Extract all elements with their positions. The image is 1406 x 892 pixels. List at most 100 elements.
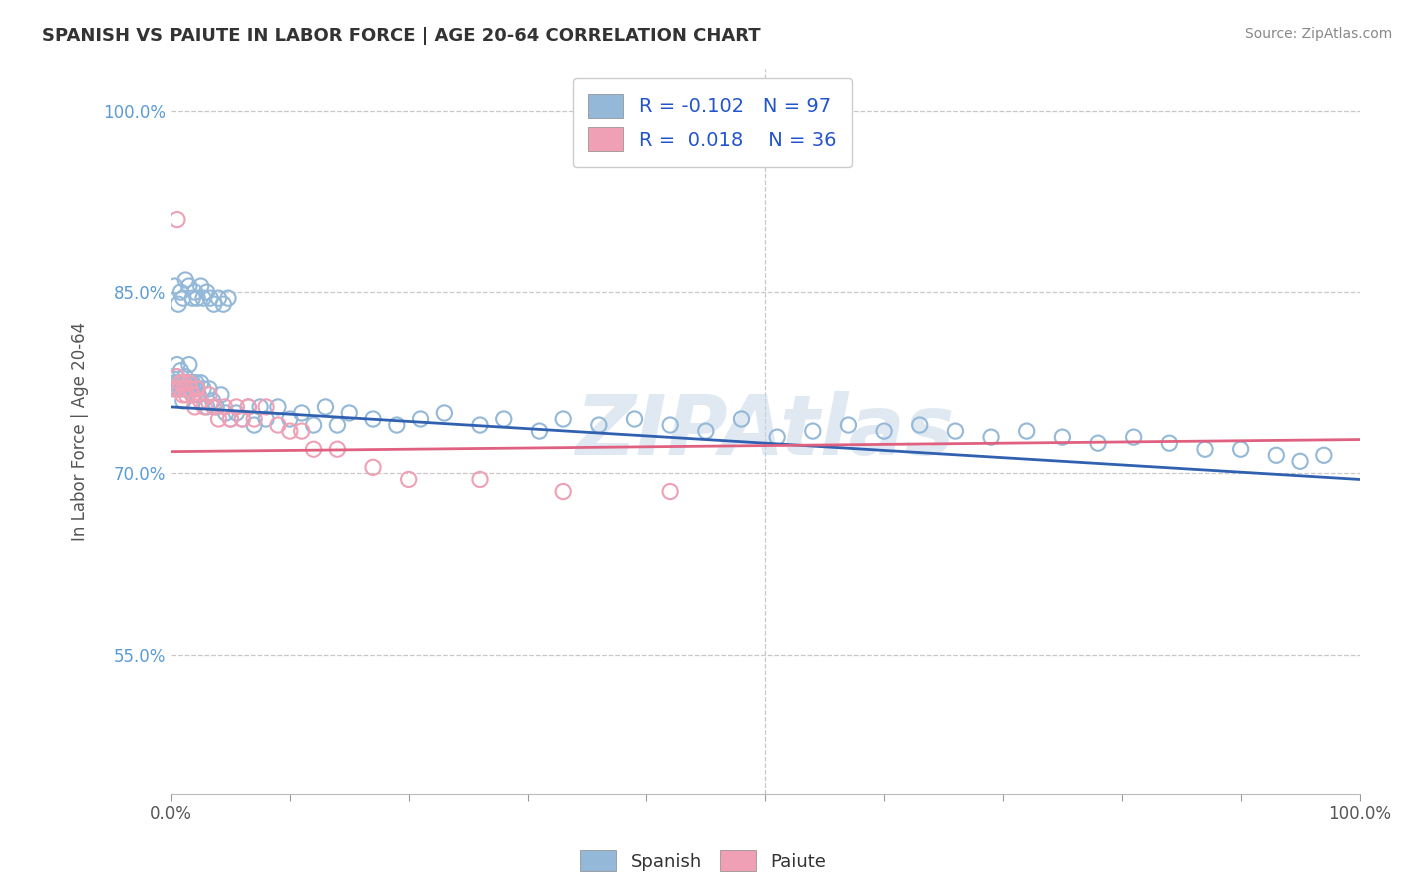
Spanish [730, 412, 752, 426]
Paiute [219, 412, 242, 426]
Text: Source: ZipAtlas.com: Source: ZipAtlas.com [1244, 27, 1392, 41]
Spanish [169, 382, 191, 396]
Spanish [186, 291, 208, 305]
Spanish [195, 285, 218, 299]
Paiute [169, 382, 191, 396]
Spanish [174, 376, 197, 390]
Spanish [169, 285, 191, 299]
Spanish [170, 382, 193, 396]
Legend: Spanish, Paiute: Spanish, Paiute [572, 843, 834, 879]
Paiute [166, 369, 188, 384]
Spanish [180, 382, 202, 396]
Spanish [337, 406, 360, 420]
Spanish [1289, 454, 1312, 468]
Paiute [163, 382, 186, 396]
Spanish [219, 412, 242, 426]
Paiute [659, 484, 682, 499]
Paiute [190, 393, 212, 408]
Spanish [167, 297, 190, 311]
Spanish [1194, 442, 1216, 457]
Spanish [249, 400, 271, 414]
Spanish [173, 382, 195, 396]
Spanish [302, 418, 325, 433]
Spanish [1052, 430, 1074, 444]
Spanish [162, 382, 184, 396]
Spanish [177, 279, 200, 293]
Spanish [165, 369, 187, 384]
Spanish [1313, 448, 1336, 462]
Paiute [267, 418, 290, 433]
Spanish [177, 382, 200, 396]
Spanish [217, 291, 239, 305]
Spanish [588, 418, 610, 433]
Spanish [202, 297, 225, 311]
Spanish [837, 418, 859, 433]
Spanish [184, 382, 207, 396]
Spanish [1122, 430, 1144, 444]
Paiute [169, 376, 191, 390]
Spanish [205, 400, 228, 414]
Paiute [231, 412, 253, 426]
Spanish [190, 279, 212, 293]
Spanish [267, 400, 290, 414]
Spanish [169, 364, 191, 378]
Spanish [1087, 436, 1109, 450]
Spanish [291, 406, 314, 420]
Spanish [766, 430, 789, 444]
Spanish [169, 376, 191, 390]
Spanish [945, 424, 967, 438]
Spanish [529, 424, 551, 438]
Spanish [201, 393, 224, 408]
Paiute [225, 400, 247, 414]
Paiute [166, 212, 188, 227]
Paiute [398, 472, 420, 486]
Spanish [254, 412, 277, 426]
Spanish [176, 382, 198, 396]
Spanish [191, 382, 214, 396]
Spanish [1265, 448, 1288, 462]
Spanish [214, 406, 236, 420]
Spanish [873, 424, 896, 438]
Spanish [212, 297, 235, 311]
Paiute [278, 424, 301, 438]
Spanish [1229, 442, 1251, 457]
Spanish [231, 412, 253, 426]
Spanish [315, 400, 337, 414]
Spanish [163, 376, 186, 390]
Paiute [243, 412, 266, 426]
Paiute [361, 460, 384, 475]
Paiute [198, 388, 221, 402]
Spanish [1015, 424, 1038, 438]
Spanish [163, 279, 186, 293]
Spanish [167, 376, 190, 390]
Paiute [553, 484, 575, 499]
Spanish [207, 291, 229, 305]
Spanish [176, 376, 198, 390]
Paiute [326, 442, 349, 457]
Spanish [190, 376, 212, 390]
Spanish [200, 291, 222, 305]
Spanish [553, 412, 575, 426]
Y-axis label: In Labor Force | Age 20-64: In Labor Force | Age 20-64 [72, 321, 89, 541]
Spanish [166, 382, 188, 396]
Paiute [177, 376, 200, 390]
Spanish [361, 412, 384, 426]
Spanish [695, 424, 717, 438]
Paiute [193, 400, 215, 414]
Paiute [207, 412, 229, 426]
Spanish [195, 400, 218, 414]
Spanish [181, 376, 204, 390]
Spanish [187, 388, 209, 402]
Spanish [177, 358, 200, 372]
Paiute [186, 382, 208, 396]
Spanish [179, 376, 201, 390]
Paiute [181, 388, 204, 402]
Spanish [278, 412, 301, 426]
Spanish [172, 291, 194, 305]
Spanish [433, 406, 456, 420]
Spanish [174, 369, 197, 384]
Spanish [198, 382, 221, 396]
Text: SPANISH VS PAIUTE IN LABOR FORCE | AGE 20-64 CORRELATION CHART: SPANISH VS PAIUTE IN LABOR FORCE | AGE 2… [42, 27, 761, 45]
Spanish [172, 376, 194, 390]
Spanish [184, 285, 207, 299]
